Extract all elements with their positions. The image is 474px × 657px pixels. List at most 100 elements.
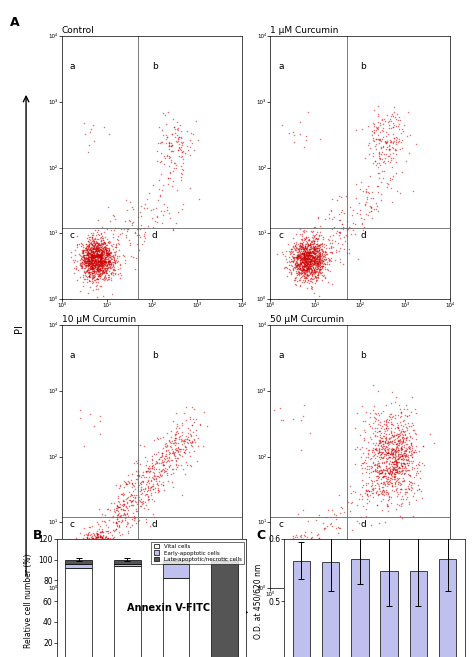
Point [136, 440, 143, 451]
Point [128, 490, 135, 501]
Point [300, 277, 308, 288]
Point [383, 137, 391, 147]
Point [100, 246, 108, 256]
Point [111, 267, 119, 278]
Point [374, 500, 381, 510]
Point [88, 547, 96, 557]
Point [73, 560, 80, 570]
Point [76, 271, 84, 282]
Point [86, 252, 94, 262]
Point [398, 498, 406, 509]
Point [299, 248, 306, 258]
Point [294, 539, 301, 550]
Point [390, 459, 397, 469]
Point [292, 553, 300, 564]
Point [92, 277, 100, 287]
Point [84, 248, 92, 258]
Point [338, 238, 346, 249]
Point [113, 501, 121, 512]
Point [314, 258, 322, 269]
Text: b: b [360, 62, 366, 71]
Point [303, 261, 311, 271]
Point [304, 548, 311, 558]
Point [392, 446, 400, 457]
Point [113, 520, 121, 530]
Point [393, 422, 401, 432]
Point [158, 464, 165, 475]
Point [88, 543, 96, 554]
Point [85, 549, 92, 560]
Point [397, 459, 405, 469]
Point [409, 464, 416, 474]
Point [99, 256, 106, 267]
Point [101, 542, 109, 553]
Point [97, 264, 105, 275]
Point [82, 241, 90, 252]
Point [83, 540, 91, 551]
Point [291, 541, 299, 552]
Point [309, 547, 316, 557]
Point [115, 256, 122, 266]
Point [302, 260, 310, 270]
Point [406, 444, 413, 455]
Point [301, 244, 308, 254]
Point [143, 476, 150, 487]
Point [86, 567, 94, 578]
Point [379, 493, 387, 504]
Point [313, 241, 320, 252]
Point [400, 468, 408, 478]
Point [375, 148, 383, 159]
Point [386, 464, 393, 475]
Point [278, 120, 286, 130]
Point [377, 467, 385, 478]
Point [178, 435, 186, 445]
Point [178, 426, 186, 437]
Point [398, 426, 405, 436]
Point [358, 124, 365, 134]
Point [312, 244, 319, 254]
Point [294, 259, 301, 269]
Point [292, 547, 300, 557]
Point [303, 252, 310, 262]
Point [382, 127, 389, 137]
Point [381, 468, 389, 478]
Point [296, 269, 303, 279]
Point [122, 479, 130, 489]
Point [75, 546, 82, 556]
Point [93, 263, 101, 274]
Point [82, 265, 90, 276]
Point [303, 258, 311, 268]
Point [353, 208, 361, 218]
Point [97, 251, 105, 261]
Point [289, 546, 296, 556]
Point [100, 546, 108, 556]
Point [79, 255, 87, 265]
Point [187, 425, 194, 436]
Point [135, 230, 143, 240]
Point [92, 268, 100, 279]
Point [108, 272, 115, 283]
Point [304, 271, 311, 281]
Point [165, 456, 173, 466]
Point [300, 265, 308, 275]
Point [130, 512, 138, 523]
Point [311, 544, 319, 555]
Point [298, 256, 306, 267]
Point [149, 180, 157, 191]
Point [393, 133, 401, 143]
Point [398, 443, 405, 453]
Point [394, 479, 401, 489]
Point [389, 430, 396, 441]
Point [123, 225, 131, 236]
Point [101, 557, 109, 568]
Point [315, 256, 323, 267]
Point [298, 237, 306, 248]
Point [81, 539, 89, 549]
Point [392, 468, 399, 479]
Point [99, 256, 107, 266]
Point [311, 245, 319, 256]
Point [157, 169, 165, 179]
Point [376, 432, 383, 442]
Point [289, 532, 297, 543]
Point [88, 124, 95, 134]
